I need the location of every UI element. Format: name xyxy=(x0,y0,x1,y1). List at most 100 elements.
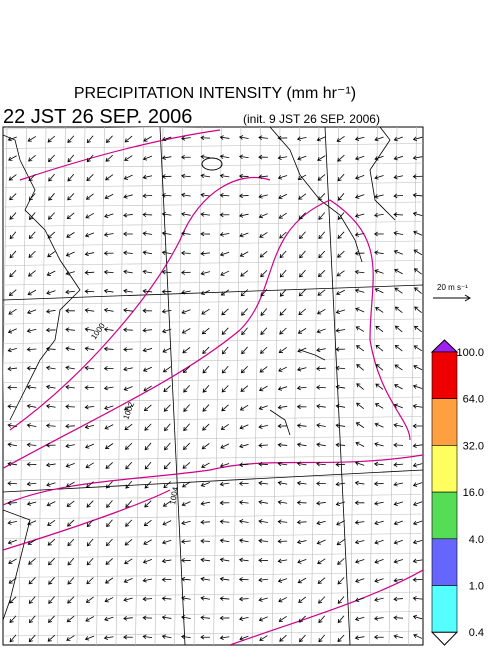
wind-arrow xyxy=(45,309,56,314)
wind-arrow xyxy=(238,154,249,160)
wind-arrow xyxy=(161,269,172,275)
wind-arrow xyxy=(86,154,94,163)
wind-arrow xyxy=(86,557,94,566)
grid-line xyxy=(154,127,164,645)
wind-arrow xyxy=(26,365,37,371)
wind-arrow xyxy=(7,481,18,486)
wind-arrow xyxy=(221,308,229,316)
colorbar-segment xyxy=(431,491,458,540)
wind-arrow xyxy=(318,634,326,643)
wind-arrow xyxy=(337,577,345,585)
wind-arrow xyxy=(296,480,307,486)
wind-arrow xyxy=(105,174,114,181)
wind-arrow xyxy=(279,269,287,278)
wind-arrow xyxy=(144,442,152,451)
wind-arrow xyxy=(47,251,56,258)
wind-arrow xyxy=(106,500,113,508)
wind-arrow xyxy=(219,557,230,563)
wind-arrow xyxy=(9,634,17,643)
wind-arrow xyxy=(337,231,345,239)
wind-arrow xyxy=(7,385,18,390)
coastline xyxy=(369,127,396,221)
wind-arrow xyxy=(86,135,94,144)
wind-arrow xyxy=(317,270,326,278)
wind-arrow xyxy=(123,404,133,411)
wind-arrow xyxy=(28,634,36,643)
wind-arrow xyxy=(298,596,307,603)
wind-arrow xyxy=(142,212,153,217)
vector-scale-label: 20 m s⁻¹ xyxy=(437,283,468,292)
wind-arrow xyxy=(67,193,75,201)
wind-arrow xyxy=(316,385,326,390)
wind-arrow xyxy=(413,230,423,236)
wind-arrow xyxy=(8,289,17,296)
wind-arrow xyxy=(279,308,287,316)
wind-arrow xyxy=(259,232,268,238)
wind-arrow xyxy=(85,462,94,469)
wind-arrow xyxy=(46,501,56,507)
grid-line xyxy=(3,591,423,598)
wind-arrow xyxy=(374,442,384,447)
grid-line xyxy=(115,127,125,645)
wind-arrow xyxy=(393,634,404,639)
wind-arrow xyxy=(105,481,113,489)
wind-arrow xyxy=(355,155,365,161)
wind-arrow xyxy=(123,269,133,275)
wind-arrow xyxy=(335,423,346,428)
wind-arrow xyxy=(238,577,249,582)
wind-arrow xyxy=(65,423,75,429)
wind-arrow xyxy=(260,269,268,278)
wind-arrow xyxy=(277,155,288,160)
wind-arrow xyxy=(7,347,17,353)
latitude-line xyxy=(3,469,423,493)
wind-arrow xyxy=(124,135,133,143)
wind-arrow xyxy=(7,500,18,506)
wind-arrow xyxy=(200,519,211,525)
wind-arrow xyxy=(316,423,326,428)
wind-arrow xyxy=(258,597,268,602)
wind-arrow xyxy=(45,365,56,371)
wind-arrow xyxy=(26,442,37,448)
wind-arrow xyxy=(27,520,37,526)
grid-line xyxy=(3,182,423,188)
wind-arrow xyxy=(278,366,288,372)
wind-arrow xyxy=(200,538,211,544)
wind-arrow xyxy=(202,346,210,354)
wind-arrow xyxy=(86,519,94,528)
wind-arrow xyxy=(123,366,133,372)
wind-arrow xyxy=(103,366,114,371)
wind-arrow xyxy=(335,328,346,333)
grid-line xyxy=(3,552,423,559)
wind-arrow xyxy=(161,596,172,601)
wind-arrow xyxy=(8,577,17,584)
wind-arrow xyxy=(181,595,191,601)
wind-arrow xyxy=(374,422,384,428)
wind-arrow xyxy=(103,307,114,313)
grid-line xyxy=(3,162,423,169)
wind-arrow xyxy=(123,174,133,180)
wind-arrow xyxy=(316,481,326,486)
wind-arrow xyxy=(163,404,171,412)
grid-line xyxy=(3,377,423,383)
wind-arrow xyxy=(219,135,230,140)
wind-arrow xyxy=(278,347,287,354)
wind-arrow xyxy=(123,288,133,294)
wind-arrow xyxy=(355,597,365,603)
wind-arrow xyxy=(67,135,75,143)
wind-arrow xyxy=(144,481,152,489)
wind-arrow xyxy=(374,136,384,142)
wind-arrow xyxy=(354,500,365,506)
wind-arrow xyxy=(65,327,75,332)
wind-arrow xyxy=(48,173,55,182)
wind-arrow xyxy=(103,346,114,352)
wind-arrow xyxy=(103,232,114,237)
wind-arrow xyxy=(337,558,345,565)
wind-arrow xyxy=(336,135,345,142)
wind-arrow xyxy=(258,480,268,486)
grid-line xyxy=(252,127,261,645)
colorbar-label: 0.4 xyxy=(469,627,484,639)
wind-arrow xyxy=(181,615,191,620)
wind-arrow xyxy=(219,173,230,179)
isobar xyxy=(19,129,221,181)
wind-arrow xyxy=(412,501,423,507)
